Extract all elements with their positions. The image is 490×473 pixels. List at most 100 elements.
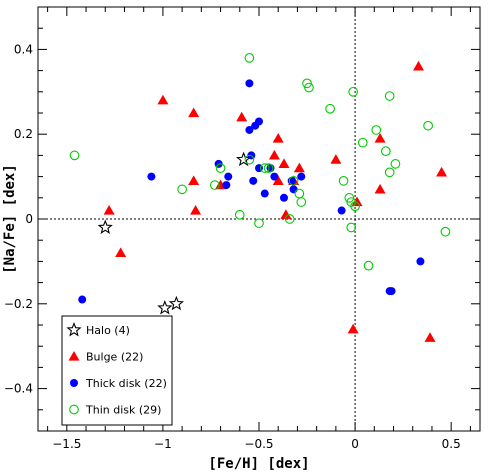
x-tick-label: 0.5 <box>442 437 461 451</box>
point-thin-disk <box>296 197 307 207</box>
point-thin-disk <box>304 82 314 93</box>
data-points <box>69 53 451 342</box>
x-tick-label: −1 <box>154 437 172 451</box>
point-thin-disk <box>423 120 433 131</box>
point-bulge <box>268 149 280 160</box>
y-tick-label: −0.2 <box>4 297 33 311</box>
point-thin-disk <box>209 180 220 190</box>
point-halo <box>97 219 113 234</box>
point-thick-disk <box>222 181 231 190</box>
point-thick-disk <box>279 193 288 202</box>
point-thin-disk <box>440 226 451 237</box>
legend-marker-halo <box>66 321 82 337</box>
point-thick-disk <box>245 125 254 134</box>
y-axis-title: [Na/Fe] [dex] <box>2 164 18 274</box>
point-bulge <box>272 132 284 143</box>
point-halo <box>157 300 173 315</box>
point-thin-disk <box>338 175 349 186</box>
point-thin-disk <box>244 53 255 63</box>
point-thin-disk <box>263 163 274 173</box>
point-thin-disk <box>325 103 335 114</box>
series-thin-disk <box>69 53 451 271</box>
point-thin-disk <box>384 91 395 101</box>
legend-box <box>61 315 173 426</box>
point-thin-disk <box>350 201 360 212</box>
legend-label: Thick disk (22) <box>85 377 167 390</box>
point-bulge <box>188 107 200 118</box>
x-tick-label: 0 <box>351 437 359 451</box>
point-bulge <box>280 209 292 219</box>
point-thick-disk <box>78 295 87 304</box>
point-thick-disk <box>416 257 425 266</box>
point-thin-disk <box>177 184 187 195</box>
legend-item-bulge: Bulge (22) <box>68 351 143 364</box>
legend-label: Thin disk (29) <box>85 404 161 417</box>
point-bulge <box>272 175 284 185</box>
x-tick-labels: −1.5 −1 −0.5 0 0.5 <box>52 437 460 451</box>
point-thick-disk <box>224 172 233 181</box>
point-bulge <box>374 132 386 143</box>
axis-ticks <box>38 6 480 432</box>
point-thick-disk <box>270 172 279 181</box>
point-thin-disk <box>259 163 270 173</box>
x-tick-label: −1.5 <box>52 437 81 451</box>
point-bulge <box>351 196 363 207</box>
point-bulge <box>103 205 115 215</box>
y-tick-label: 0.4 <box>14 42 33 56</box>
point-thick-disk <box>260 189 269 198</box>
point-bulge <box>236 111 248 122</box>
legend-label: Bulge (22) <box>86 351 143 364</box>
point-thin-disk <box>390 159 401 169</box>
point-thin-disk <box>302 78 312 89</box>
point-thin-disk <box>363 260 374 271</box>
plot-area <box>37 6 481 432</box>
point-thick-disk <box>297 172 306 181</box>
point-thick-disk <box>147 172 156 181</box>
point-thin-disk <box>384 167 395 178</box>
point-thin-disk <box>234 209 245 220</box>
point-bulge <box>347 323 359 334</box>
series-halo <box>97 151 252 315</box>
point-thin-disk <box>69 150 80 161</box>
point-bulge <box>293 162 305 173</box>
point-thin-disk <box>254 218 264 229</box>
x-axis-title: [Fe/H] [dex] <box>208 456 309 472</box>
point-thick-disk <box>249 176 258 185</box>
legend-items: Halo (4) Bulge (22) Thick disk (22) Thin di… <box>66 321 167 417</box>
y-tick-label: −0.4 <box>4 382 33 396</box>
point-thin-disk <box>215 163 226 173</box>
point-thick-disk <box>245 79 254 88</box>
point-thin-disk <box>284 214 295 224</box>
series-bulge <box>103 60 448 342</box>
point-thin-disk <box>346 222 357 233</box>
point-thin-disk <box>357 137 368 148</box>
legend-item-thin-disk: Thin disk (29) <box>69 404 161 417</box>
point-bulge <box>374 183 386 194</box>
y-tick-label: 0 <box>25 212 33 226</box>
legend-label: Halo (4) <box>86 324 130 337</box>
point-thick-disk <box>337 206 346 215</box>
legend-item-thick-disk: Thick disk (22) <box>70 377 167 390</box>
point-thick-disk <box>387 287 396 296</box>
legend-marker-thick-disk <box>70 379 78 387</box>
point-thin-disk <box>294 188 305 199</box>
point-thin-disk <box>344 192 355 203</box>
point-bulge <box>190 205 202 215</box>
legend-marker-bulge <box>68 351 80 361</box>
point-thin-disk <box>371 125 382 135</box>
y-tick-label: 0.2 <box>14 127 33 141</box>
point-halo <box>168 295 184 311</box>
point-thin-disk <box>288 175 299 186</box>
point-bulge <box>188 175 200 185</box>
point-thick-disk <box>255 117 263 126</box>
point-bulge <box>436 166 448 177</box>
point-thick-disk <box>289 185 298 194</box>
point-bulge <box>424 332 436 342</box>
legend-item-halo: Halo (4) <box>66 321 130 337</box>
point-thin-disk <box>244 154 255 165</box>
point-thin-disk <box>348 86 359 97</box>
series-thick-disk <box>78 79 425 304</box>
x-tick-label: −0.5 <box>244 437 273 451</box>
point-bulge <box>157 94 169 105</box>
